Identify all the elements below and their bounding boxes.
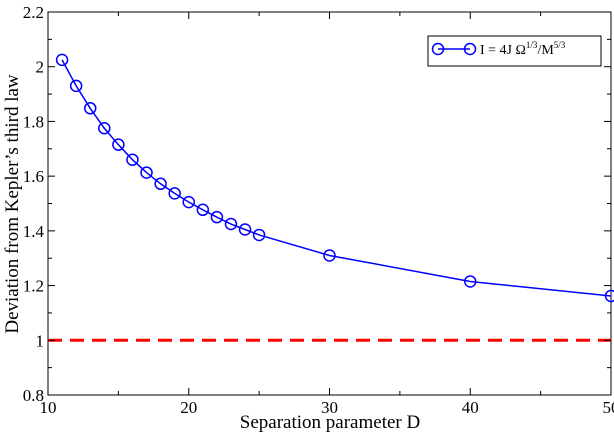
y-tick-label: 1.2: [23, 277, 44, 296]
y-tick-label: 0.8: [23, 386, 44, 405]
data-point: [604, 289, 614, 303]
data-point: [154, 177, 167, 191]
data-point: [83, 102, 97, 115]
data-point: [238, 223, 252, 236]
y-tick-label: 1.8: [23, 112, 44, 131]
data-point: [196, 203, 210, 217]
data-point: [55, 53, 69, 67]
data-point: [168, 187, 181, 200]
x-tick-label: 10: [40, 398, 57, 417]
legend-label: I = 4J Ω1/3/M5/3: [480, 40, 566, 58]
data-point: [69, 79, 83, 93]
data-point: [182, 195, 195, 209]
series-line-layer: [61, 59, 612, 297]
x-tick-label: 20: [180, 398, 197, 417]
y-tick-label: 2.2: [23, 3, 44, 22]
series-line: [61, 59, 612, 297]
y-tick-label: 1.6: [23, 167, 44, 186]
y-tick-label: 1.4: [23, 222, 45, 241]
legend: I = 4J Ω1/3/M5/3: [427, 35, 602, 67]
data-point: [464, 275, 477, 288]
data-point: [126, 153, 139, 166]
data-point: [210, 210, 224, 224]
x-axis-title: Separation parameter D: [240, 412, 420, 433]
series-points-layer: [55, 53, 614, 303]
x-tick-label: 30: [321, 398, 338, 417]
legend-box: [427, 35, 602, 67]
plot-frame: [47, 11, 612, 396]
legend-marker-left: [431, 42, 445, 56]
y-axis-title: Deviation from Kepler’s third law: [2, 74, 23, 334]
legend-marker-right: [463, 42, 477, 56]
data-point: [98, 122, 111, 135]
data-point: [323, 249, 336, 262]
data-point: [224, 217, 238, 231]
data-point: [112, 138, 125, 151]
x-axis-ticks: 10 20 30 40 50: [40, 12, 614, 417]
x-tick-label: 40: [462, 398, 479, 417]
data-point: [252, 228, 266, 242]
data-point: [140, 166, 153, 179]
y-axis-ticks: 0.8 1 1.2 1.4 1.6 1.8 2 2.2: [23, 3, 611, 405]
y-tick-label: 2: [36, 58, 45, 77]
y-tick-label: 1: [36, 331, 45, 350]
x-tick-label: 50: [603, 398, 614, 417]
